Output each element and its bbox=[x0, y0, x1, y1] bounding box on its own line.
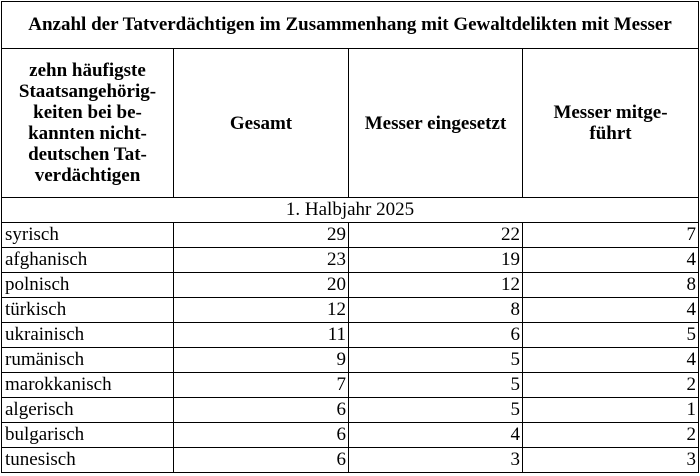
header-row: zehn häufigste Staatsangehörig- keiten b… bbox=[1, 48, 700, 198]
header-line: Messer mitge- bbox=[553, 102, 668, 123]
table-row: syrisch 29 22 7 bbox=[1, 222, 700, 248]
table-title: Anzahl der Tatverdächtigen im Zusammenha… bbox=[0, 1, 700, 49]
knife-used-cell: 19 bbox=[348, 247, 523, 273]
total-cell: 11 bbox=[173, 322, 349, 348]
header-line: zehn häufigste bbox=[29, 60, 146, 81]
knife-carried-cell: 8 bbox=[521, 272, 700, 298]
nationality-cell: polnisch bbox=[1, 272, 174, 298]
knife-used-cell: 6 bbox=[348, 322, 523, 348]
table-row: polnisch 20 12 8 bbox=[1, 272, 700, 298]
total-cell: 29 bbox=[173, 222, 349, 248]
knife-carried-cell: 2 bbox=[521, 422, 700, 448]
knife-carried-cell: 7 bbox=[521, 222, 700, 248]
total-cell: 6 bbox=[173, 447, 349, 473]
knife-used-cell: 8 bbox=[348, 297, 523, 323]
knife-carried-cell: 4 bbox=[521, 347, 700, 373]
header-nationalities: zehn häufigste Staatsangehörig- keiten b… bbox=[1, 48, 174, 198]
table-row: bulgarisch 6 4 2 bbox=[1, 422, 700, 448]
header-knife-carried: Messer mitge- führt bbox=[521, 48, 700, 198]
knife-carried-cell: 4 bbox=[521, 247, 700, 273]
knife-used-cell: 5 bbox=[348, 372, 523, 398]
header-line: Messer eingesetzt bbox=[364, 112, 507, 134]
total-cell: 20 bbox=[173, 272, 349, 298]
knife-used-cell: 3 bbox=[348, 447, 523, 473]
knife-used-cell: 22 bbox=[348, 222, 523, 248]
knife-carried-cell: 3 bbox=[521, 447, 700, 473]
knife-used-cell: 5 bbox=[348, 347, 523, 373]
total-cell: 6 bbox=[173, 397, 349, 423]
table-row: tunesisch 6 3 3 bbox=[1, 447, 700, 473]
header-knife-used: Messer eingesetzt bbox=[348, 48, 523, 198]
knife-carried-cell: 2 bbox=[521, 372, 700, 398]
knife-used-cell: 4 bbox=[348, 422, 523, 448]
total-cell: 6 bbox=[173, 422, 349, 448]
period-row: 1. Halbjahr 2025 bbox=[0, 197, 700, 223]
nationality-cell: afghanisch bbox=[1, 247, 174, 273]
total-cell: 9 bbox=[173, 347, 349, 373]
knife-carried-cell: 4 bbox=[521, 297, 700, 323]
table-row: afghanisch 23 19 4 bbox=[1, 247, 700, 273]
header-line: deutschen Tat- bbox=[28, 144, 147, 165]
table-row: marokkanisch 7 5 2 bbox=[1, 372, 700, 398]
header-total: Gesamt bbox=[173, 48, 349, 198]
header-line: verdächtigen bbox=[34, 165, 141, 186]
knife-used-cell: 5 bbox=[348, 397, 523, 423]
knife-carried-cell: 5 bbox=[521, 322, 700, 348]
table-row: rumänisch 9 5 4 bbox=[1, 347, 700, 373]
header-line: Gesamt bbox=[229, 112, 293, 134]
header-line: Staatsangehörig- bbox=[18, 81, 157, 102]
nationality-cell: syrisch bbox=[1, 222, 174, 248]
title-row: Anzahl der Tatverdächtigen im Zusammenha… bbox=[0, 1, 700, 49]
table-row: algerisch 6 5 1 bbox=[1, 397, 700, 423]
nationality-cell: tunesisch bbox=[1, 447, 174, 473]
period-label: 1. Halbjahr 2025 bbox=[0, 197, 700, 223]
table-row: türkisch 12 8 4 bbox=[1, 297, 700, 323]
nationality-cell: ukrainisch bbox=[1, 322, 174, 348]
header-line: kannten nicht- bbox=[28, 123, 147, 144]
total-cell: 12 bbox=[173, 297, 349, 323]
header-line: führt bbox=[589, 123, 632, 144]
nationality-cell: marokkanisch bbox=[1, 372, 174, 398]
knife-used-cell: 12 bbox=[348, 272, 523, 298]
nationality-cell: bulgarisch bbox=[1, 422, 174, 448]
knife-carried-cell: 1 bbox=[521, 397, 700, 423]
nationality-cell: algerisch bbox=[1, 397, 174, 423]
total-cell: 7 bbox=[173, 372, 349, 398]
total-cell: 23 bbox=[173, 247, 349, 273]
nationality-cell: türkisch bbox=[1, 297, 174, 323]
table-row: ukrainisch 11 6 5 bbox=[1, 322, 700, 348]
nationality-cell: rumänisch bbox=[1, 347, 174, 373]
header-line: keiten bei be- bbox=[33, 102, 142, 123]
